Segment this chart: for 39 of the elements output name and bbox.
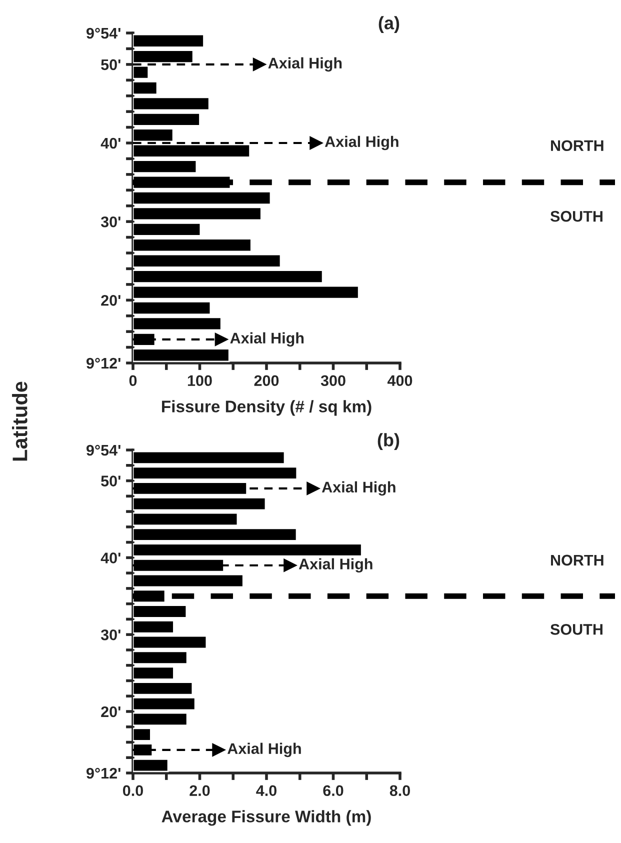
x-tick-label: 0.0 bbox=[122, 785, 143, 796]
bar bbox=[133, 574, 244, 588]
x-axis-title: Fissure Density (# / sq km) bbox=[162, 400, 372, 416]
ref-line-label: Axial High bbox=[324, 136, 398, 150]
x-tick-label: 0 bbox=[129, 375, 137, 386]
bar bbox=[133, 635, 208, 650]
x-tick-label: 4.0 bbox=[256, 785, 276, 796]
ref-line-label: Axial High bbox=[230, 332, 304, 347]
x-axis-title: Average Fissure Width (m) bbox=[162, 810, 371, 826]
x-tick-label: 300 bbox=[320, 375, 346, 386]
x-tick-label: 2.0 bbox=[190, 785, 210, 796]
y-tick-label: 9°12' bbox=[86, 358, 120, 369]
text: SOUTH bbox=[550, 210, 602, 222]
y-tick-label: 9°12' bbox=[86, 768, 120, 779]
ref-line-label: Axial High bbox=[322, 481, 396, 496]
chart-title: (a) bbox=[378, 16, 400, 33]
y-tick-label: 40' bbox=[100, 552, 120, 564]
x-tick-label: 8.0 bbox=[390, 785, 410, 796]
x-tick-label: 200 bbox=[254, 375, 279, 386]
x-tick-label: 400 bbox=[387, 375, 412, 386]
text: NORTH bbox=[551, 554, 604, 566]
x-tick-label: 100 bbox=[188, 375, 212, 386]
text: SOUTH bbox=[550, 624, 602, 635]
y-tick-label: 20' bbox=[101, 295, 120, 306]
chart-title: (b) bbox=[378, 433, 400, 450]
x-tick-label: 6.0 bbox=[323, 785, 344, 796]
y-axis-title: Latitude bbox=[12, 382, 28, 461]
y-tick-label: 30' bbox=[100, 629, 120, 640]
y-tick-label: 30' bbox=[100, 216, 120, 228]
text: NORTH bbox=[551, 140, 604, 152]
y-tick-label: 9°54' bbox=[86, 28, 120, 39]
y-tick-label: 50' bbox=[101, 476, 120, 486]
ref-line-label: Axial High bbox=[298, 558, 372, 573]
ref-line-label: Axial High bbox=[227, 742, 301, 758]
y-tick-label: 50' bbox=[101, 59, 120, 70]
y-tick-label: 9°54' bbox=[86, 444, 120, 456]
y-tick-label: 40' bbox=[100, 138, 120, 149]
ref-line-label: Axial High bbox=[268, 57, 342, 72]
y-tick-label: 20' bbox=[101, 706, 120, 718]
